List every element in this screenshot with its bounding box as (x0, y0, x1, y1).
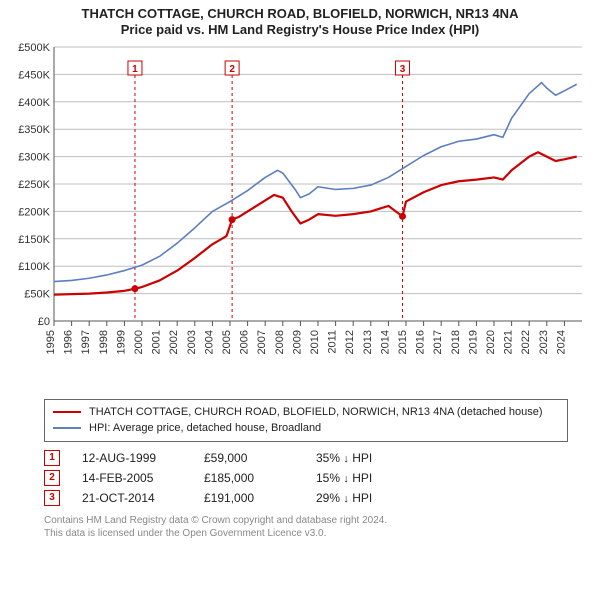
price-chart: £0 £50K £100K £150K £200K £250K £300K £350K £400… (10, 41, 590, 391)
attribution-line-1: Contains HM Land Registry data © Crown c… (44, 514, 568, 527)
svg-text:1998: 1998 (98, 330, 110, 354)
svg-text:2019: 2019 (467, 330, 479, 354)
svg-text:2018: 2018 (450, 330, 462, 354)
svg-text:£350K: £350K (18, 124, 50, 136)
svg-text:2009: 2009 (291, 330, 303, 354)
title-line-2: Price paid vs. HM Land Registry's House … (8, 22, 592, 38)
svg-text:£200K: £200K (18, 206, 50, 218)
svg-text:2012: 2012 (344, 330, 356, 354)
chart-container: £0 £50K £100K £150K £200K £250K £300K £350K £400… (10, 41, 590, 391)
sale-row: 1 12-AUG-1999 £59,000 35% ↓ HPI (44, 448, 568, 468)
svg-text:£450K: £450K (18, 69, 50, 81)
svg-text:2011: 2011 (327, 330, 339, 354)
svg-text:2000: 2000 (133, 330, 145, 354)
sale-marker-box: 3 (44, 490, 60, 506)
legend-swatch-property (53, 411, 81, 413)
svg-text:2022: 2022 (520, 330, 532, 354)
svg-text:2013: 2013 (362, 330, 374, 354)
svg-text:2: 2 (229, 64, 235, 75)
svg-text:£400K: £400K (18, 96, 50, 108)
svg-text:2021: 2021 (503, 329, 515, 353)
sale-delta: 35% ↓ HPI (316, 451, 416, 465)
chart-legend: THATCH COTTAGE, CHURCH ROAD, BLOFIELD, N… (44, 399, 568, 442)
sale-date: 14-FEB-2005 (82, 471, 182, 485)
sale-price: £191,000 (204, 491, 294, 505)
svg-text:1999: 1999 (115, 330, 127, 354)
chart-title-block: THATCH COTTAGE, CHURCH ROAD, BLOFIELD, N… (0, 0, 600, 41)
svg-text:2010: 2010 (309, 330, 321, 354)
sale-marker-box: 1 (44, 450, 60, 466)
svg-text:1: 1 (132, 64, 138, 75)
legend-label-property: THATCH COTTAGE, CHURCH ROAD, BLOFIELD, N… (89, 404, 543, 421)
sales-table: 1 12-AUG-1999 £59,000 35% ↓ HPI 2 14-FEB-2005… (44, 448, 568, 508)
sale-price: £185,000 (204, 471, 294, 485)
svg-text:£50K: £50K (24, 288, 50, 300)
svg-text:2024: 2024 (555, 330, 567, 354)
sale-row: 3 21-OCT-2014 £191,000 29% ↓ HPI (44, 488, 568, 508)
svg-text:2001: 2001 (151, 330, 163, 354)
svg-text:2015: 2015 (397, 330, 409, 354)
legend-row-property: THATCH COTTAGE, CHURCH ROAD, BLOFIELD, N… (53, 404, 559, 421)
sale-price: £59,000 (204, 451, 294, 465)
sale-row: 2 14-FEB-2005 £185,000 15% ↓ HPI (44, 468, 568, 488)
attribution-block: Contains HM Land Registry data © Crown c… (44, 514, 568, 540)
svg-text:2002: 2002 (168, 330, 180, 354)
svg-text:1997: 1997 (80, 330, 92, 354)
svg-text:£500K: £500K (18, 42, 50, 54)
legend-label-hpi: HPI: Average price, detached house, Broa… (89, 420, 321, 437)
svg-text:2023: 2023 (538, 330, 550, 354)
svg-text:2016: 2016 (415, 330, 427, 354)
svg-text:2008: 2008 (274, 330, 286, 354)
svg-text:2020: 2020 (485, 330, 497, 354)
attribution-line-2: This data is licensed under the Open Gov… (44, 527, 568, 540)
svg-text:£300K: £300K (18, 151, 50, 163)
svg-text:£100K: £100K (18, 261, 50, 273)
svg-text:1996: 1996 (63, 330, 75, 354)
svg-text:2014: 2014 (379, 330, 391, 354)
svg-text:2007: 2007 (256, 330, 268, 354)
svg-text:2004: 2004 (203, 330, 215, 354)
svg-text:2006: 2006 (239, 330, 251, 354)
title-line-1: THATCH COTTAGE, CHURCH ROAD, BLOFIELD, N… (8, 6, 592, 22)
svg-text:3: 3 (400, 64, 406, 75)
svg-text:2017: 2017 (432, 330, 444, 354)
legend-row-hpi: HPI: Average price, detached house, Broa… (53, 420, 559, 437)
legend-swatch-hpi (53, 427, 81, 429)
svg-text:£150K: £150K (18, 233, 50, 245)
sale-date: 21-OCT-2014 (82, 491, 182, 505)
sale-marker-box: 2 (44, 470, 60, 486)
sale-date: 12-AUG-1999 (82, 451, 182, 465)
svg-text:2003: 2003 (186, 330, 198, 354)
svg-text:£0: £0 (38, 316, 50, 328)
sale-delta: 15% ↓ HPI (316, 471, 416, 485)
svg-text:2005: 2005 (221, 330, 233, 354)
svg-text:£250K: £250K (18, 179, 50, 191)
svg-text:1995: 1995 (45, 330, 57, 354)
sale-delta: 29% ↓ HPI (316, 491, 416, 505)
